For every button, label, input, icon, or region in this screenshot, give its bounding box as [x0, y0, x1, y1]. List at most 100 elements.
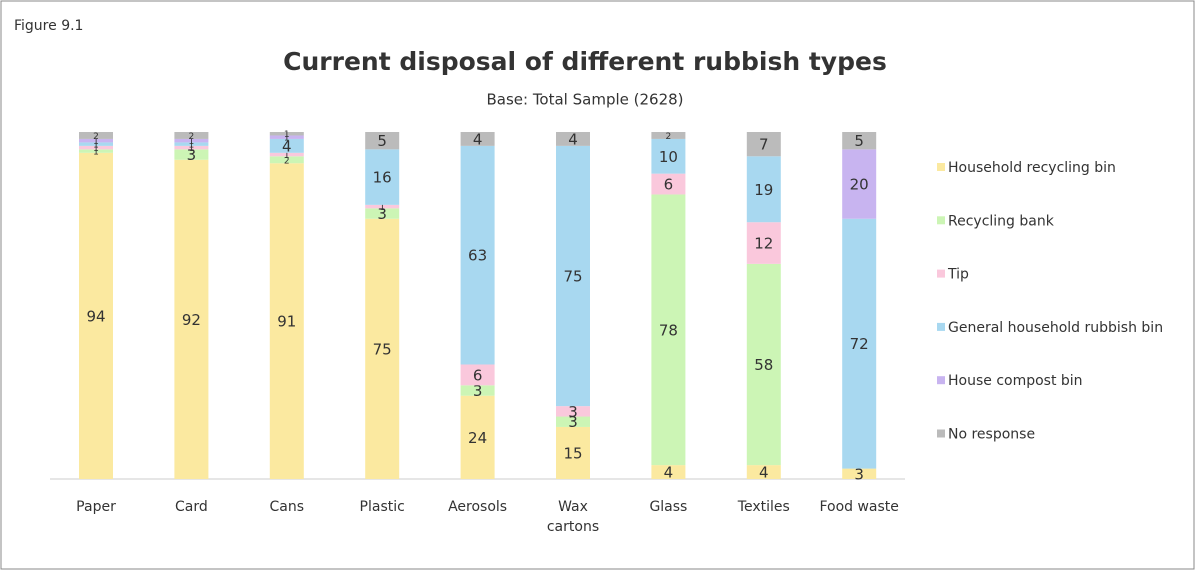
data-label: 4	[568, 130, 578, 148]
x-tick-label: Wax cartons	[546, 499, 600, 535]
bar-segment	[365, 132, 400, 150]
bar-segment	[79, 132, 113, 139]
data-label: 75	[563, 268, 582, 286]
bar-segment	[174, 159, 209, 479]
data-label: 1	[189, 137, 195, 147]
bar-segment	[79, 149, 113, 153]
data-label: 2	[93, 132, 99, 142]
x-tick-label: Paper	[76, 499, 116, 515]
data-label: 3	[854, 465, 864, 483]
bar-segment	[365, 204, 400, 209]
data-label: 4	[759, 464, 769, 482]
data-label: 1	[189, 144, 195, 154]
data-label: 1	[93, 144, 99, 154]
data-label: 63	[468, 247, 487, 265]
data-label: 2	[189, 132, 195, 142]
x-tick-label: Cans	[269, 499, 305, 515]
bar-segment	[556, 132, 590, 146]
bar-segment	[79, 142, 113, 146]
data-label: 6	[664, 176, 674, 194]
bar-segment	[651, 194, 686, 466]
data-label: 16	[373, 169, 392, 187]
bar-segment	[269, 156, 304, 164]
data-label: 72	[850, 335, 869, 353]
bar-segment	[174, 138, 209, 143]
bar-segment	[174, 145, 209, 150]
bar-segment	[174, 142, 209, 146]
data-label: 15	[563, 444, 582, 462]
bar-segment	[79, 152, 113, 479]
legend-label: Household recycling bin	[948, 160, 1116, 176]
legend-swatch	[937, 163, 945, 171]
data-label: 19	[754, 181, 773, 199]
bar-segment	[651, 173, 686, 195]
data-label: 3	[377, 205, 387, 223]
legend-swatch	[937, 376, 945, 385]
bar-segment	[174, 149, 209, 160]
bar-segment	[269, 135, 304, 139]
bar-segment	[746, 156, 781, 223]
data-label: 12	[754, 235, 773, 253]
data-label: 1	[93, 141, 99, 151]
data-label: 78	[659, 321, 678, 339]
bar-segment	[746, 465, 781, 479]
bar-segment	[842, 132, 877, 150]
chart-title: Current disposal of different rubbish ty…	[283, 47, 887, 76]
bar-segment	[842, 218, 877, 469]
data-label: 24	[468, 429, 487, 447]
data-label: 94	[86, 307, 105, 325]
data-label: 1	[284, 151, 290, 161]
x-tick-label: Food waste	[819, 499, 899, 515]
data-label: 4	[664, 464, 674, 482]
bar-segment	[651, 465, 686, 479]
bar-segment	[174, 132, 209, 139]
bar-segment	[556, 406, 590, 417]
bar-segment	[460, 385, 495, 396]
legend-label: House compost bin	[948, 373, 1083, 389]
x-tick-label: Plastic	[359, 499, 405, 515]
data-label: 20	[850, 176, 869, 194]
bar-segment	[556, 416, 590, 427]
bar-segment	[460, 132, 495, 146]
data-label: 2	[284, 156, 290, 166]
bar-segment	[842, 149, 877, 219]
data-label: 10	[659, 148, 678, 166]
data-label: 3	[473, 382, 483, 400]
bar-segment	[365, 208, 400, 219]
bar-segment	[460, 395, 495, 479]
bar-segment	[365, 149, 400, 205]
bar-segment	[556, 426, 590, 479]
bar-segment	[269, 132, 304, 136]
bar-segment	[746, 222, 781, 264]
bar-segment	[460, 145, 495, 365]
legend-label: Tip	[947, 267, 969, 283]
data-label: 1	[284, 134, 290, 144]
bar-segment	[269, 163, 304, 480]
legend-swatch	[937, 216, 945, 225]
bar-segment	[269, 138, 304, 153]
data-label: 1	[379, 203, 385, 213]
data-label: 3	[187, 146, 197, 164]
bar-segment	[269, 152, 304, 157]
bar-segment	[365, 218, 400, 479]
bar-segment	[79, 138, 113, 143]
bar-segment	[746, 263, 781, 466]
bar-segment	[651, 132, 686, 139]
bar-segment	[460, 364, 495, 386]
data-label: 58	[754, 356, 773, 374]
legend-label: General household rubbish bin	[948, 320, 1163, 336]
data-label: 1	[189, 141, 195, 151]
data-label: 2	[666, 132, 672, 142]
bar-segment	[746, 132, 781, 157]
data-label: 3	[568, 403, 578, 421]
x-tick-label: Card	[175, 499, 208, 515]
data-label: 3	[568, 413, 578, 431]
bar-segment	[556, 145, 590, 407]
data-label: 4	[473, 130, 483, 148]
bar-segment	[651, 138, 686, 174]
data-label: 1	[93, 148, 99, 158]
chart-subtitle: Base: Total Sample (2628)	[486, 91, 683, 109]
data-label: 1	[284, 130, 290, 140]
